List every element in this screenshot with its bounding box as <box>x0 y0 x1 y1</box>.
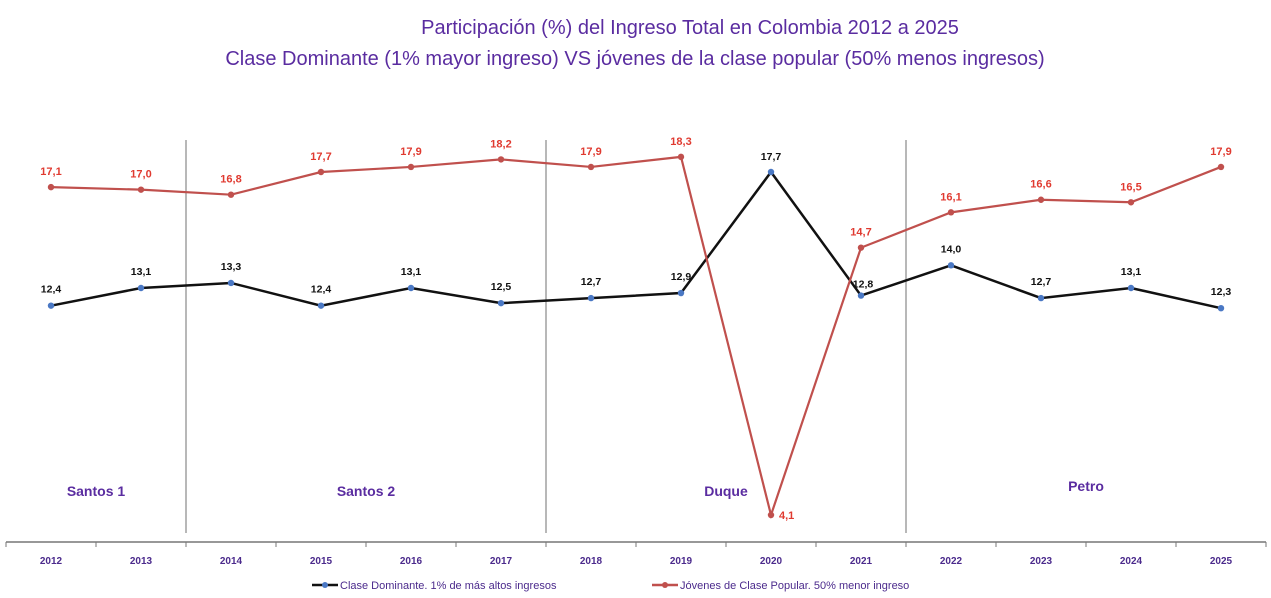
data-label: 12,3 <box>1211 286 1232 298</box>
data-point <box>47 183 55 191</box>
data-point <box>767 511 775 519</box>
data-point <box>677 153 685 161</box>
data-label: 16,5 <box>1120 181 1141 193</box>
data-point <box>407 163 415 171</box>
data-label: 17,0 <box>130 169 151 181</box>
x-tick-label: 2022 <box>940 556 963 567</box>
data-label: 14,0 <box>941 243 962 255</box>
series-line <box>50 169 1222 310</box>
data-point <box>677 289 685 297</box>
data-label: 17,9 <box>1210 146 1231 158</box>
data-label: 16,8 <box>220 174 241 186</box>
data-point <box>137 284 145 292</box>
data-label: 17,7 <box>761 151 782 163</box>
data-point <box>947 209 955 216</box>
data-label: 12,5 <box>491 281 512 293</box>
data-point <box>587 294 595 302</box>
x-tick-label: 2024 <box>1120 556 1143 567</box>
data-label: 12,4 <box>311 284 332 296</box>
x-tick-label: 2013 <box>130 556 153 567</box>
data-label: 16,6 <box>1030 179 1051 191</box>
data-point <box>317 168 325 176</box>
data-point <box>227 279 235 287</box>
x-tick-label: 2019 <box>670 556 693 567</box>
data-point <box>47 302 55 309</box>
chart-title: Participación (%) del Ingreso Total en C… <box>421 17 959 39</box>
data-label: 17,9 <box>580 146 601 158</box>
data-label: 13,3 <box>221 261 242 273</box>
data-label: 12,7 <box>1031 276 1052 288</box>
legend-marker <box>322 582 328 588</box>
data-label: 16,1 <box>940 191 961 203</box>
data-point <box>407 284 415 292</box>
data-point <box>947 262 955 269</box>
data-label: 18,2 <box>490 138 511 150</box>
series-line <box>50 155 1222 519</box>
data-point <box>497 299 505 307</box>
period-label: Santos 2 <box>337 483 396 499</box>
data-label: 13,1 <box>1121 266 1142 278</box>
data-point <box>1217 304 1225 312</box>
x-tick-label: 2018 <box>580 556 603 567</box>
data-point <box>857 292 865 299</box>
data-label: 12,9 <box>671 271 692 283</box>
period-label: Petro <box>1068 478 1104 494</box>
data-point <box>317 302 325 309</box>
x-tick-label: 2014 <box>220 556 243 567</box>
data-label: 13,1 <box>401 266 422 278</box>
x-tick-label: 2016 <box>400 556 423 567</box>
data-label: 18,3 <box>670 136 691 148</box>
period-label: Santos 1 <box>67 483 126 499</box>
data-point <box>1217 163 1225 171</box>
data-point <box>1037 294 1045 302</box>
data-label: 14,7 <box>850 227 871 239</box>
data-label: 17,9 <box>400 146 421 158</box>
data-point <box>497 156 505 163</box>
chart-subtitle: Clase Dominante (1% mayor ingreso) VS jó… <box>225 48 1044 70</box>
x-tick-label: 2015 <box>310 556 333 567</box>
data-point <box>227 191 235 198</box>
data-point <box>1037 196 1045 203</box>
legend-marker <box>662 582 668 588</box>
x-tick-label: 2017 <box>490 556 513 567</box>
data-point <box>1127 284 1135 292</box>
data-point <box>587 163 595 171</box>
data-label: 12,8 <box>853 279 874 291</box>
period-label: Duque <box>704 483 748 499</box>
data-label: 17,7 <box>310 151 331 163</box>
data-point <box>857 244 865 251</box>
legend-label: Clase Dominante. 1% de más altos ingreso… <box>340 580 557 592</box>
data-point <box>137 186 145 193</box>
x-tick-label: 2025 <box>1210 556 1233 567</box>
data-label: 4,1 <box>779 510 794 522</box>
data-label: 12,7 <box>581 276 602 288</box>
x-tick-label: 2012 <box>40 556 63 567</box>
data-label: 17,1 <box>40 166 61 178</box>
x-tick-label: 2020 <box>760 556 783 567</box>
data-label: 12,4 <box>41 284 62 296</box>
data-label: 13,1 <box>131 266 152 278</box>
legend-label: Jóvenes de Clase Popular. 50% menor ingr… <box>680 580 909 592</box>
data-point <box>767 168 775 176</box>
x-tick-label: 2023 <box>1030 556 1053 567</box>
x-tick-label: 2021 <box>850 556 873 567</box>
data-point <box>1127 199 1135 206</box>
